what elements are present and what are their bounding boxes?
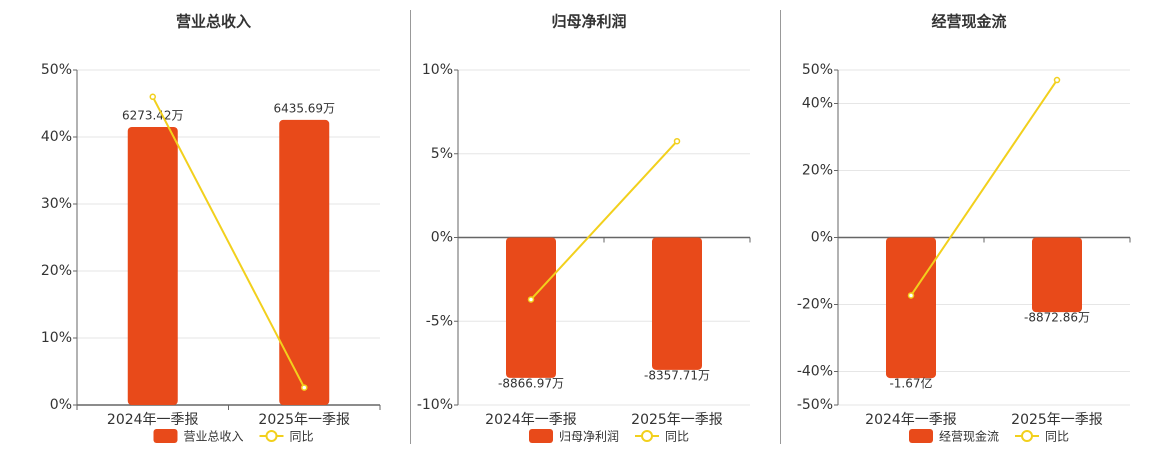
chart-title: 归母净利润 (551, 13, 626, 31)
line (530, 140, 678, 301)
legend-label: 营业总收入 (184, 430, 244, 444)
line-point (301, 384, 308, 391)
legend-swatch (1021, 430, 1033, 442)
y-tick-label: 0% (811, 230, 833, 246)
bar (506, 237, 556, 378)
y-tick-label: 10% (422, 62, 453, 78)
y-tick-label: 20% (802, 163, 833, 179)
value-label: 6273.42万 (122, 109, 184, 123)
legend-swatch (909, 429, 933, 443)
legend-label: 同比 (1045, 430, 1069, 444)
value-label: -8866.97万 (498, 376, 564, 390)
chart-title: 营业总收入 (176, 13, 251, 31)
y-tick-label: 40% (802, 96, 833, 112)
y-tick-label: -5% (426, 313, 453, 329)
value-label: -8357.71万 (644, 368, 710, 382)
y-tick-label: 20% (41, 263, 72, 279)
x-tick-label: 2025年一季报 (1011, 412, 1103, 428)
x-tick-label: 2024年一季报 (485, 412, 577, 428)
x-tick-label: 2024年一季报 (107, 412, 199, 428)
x-tick-label: 2025年一季报 (258, 412, 350, 428)
y-tick-label: -20% (797, 297, 833, 313)
line-point (149, 93, 156, 101)
legend-label: 归母净利润 (559, 430, 619, 444)
y-tick-label: -50% (797, 397, 833, 413)
y-tick-label: 40% (41, 129, 72, 145)
line-point (673, 137, 681, 145)
legend-label: 同比 (665, 430, 689, 444)
y-tick-label: 0% (431, 230, 453, 246)
y-tick-label: -40% (797, 364, 833, 380)
bar (1032, 237, 1082, 313)
x-tick-label: 2025年一季报 (631, 412, 723, 428)
line-point (1053, 76, 1061, 84)
legend-label: 经营现金流 (939, 429, 999, 444)
line (151, 96, 306, 389)
legend-swatch (265, 430, 278, 442)
legend-swatch (153, 429, 178, 443)
y-tick-label: 50% (41, 62, 72, 78)
bar (886, 237, 936, 379)
y-tick-label: 5% (431, 146, 453, 162)
line-point (907, 292, 915, 299)
bar (279, 119, 330, 405)
bar (127, 127, 178, 405)
y-tick-label: 50% (802, 62, 833, 78)
y-tick-label: 30% (41, 196, 72, 212)
value-label: 6435.69万 (273, 101, 335, 115)
legend-swatch (641, 430, 653, 442)
line-point (527, 296, 535, 303)
x-tick-label: 2024年一季报 (865, 412, 957, 428)
value-label: -1.67亿 (889, 376, 932, 391)
bar (652, 237, 702, 370)
y-tick-label: -10% (417, 397, 453, 413)
y-tick-label: 0% (50, 397, 72, 413)
legend-label: 同比 (290, 430, 314, 444)
chart-title: 经营现金流 (931, 13, 1006, 31)
value-label: -8872.86万 (1024, 311, 1090, 325)
y-tick-label: 10% (41, 330, 72, 346)
line (910, 79, 1058, 297)
legend-swatch (529, 429, 553, 443)
